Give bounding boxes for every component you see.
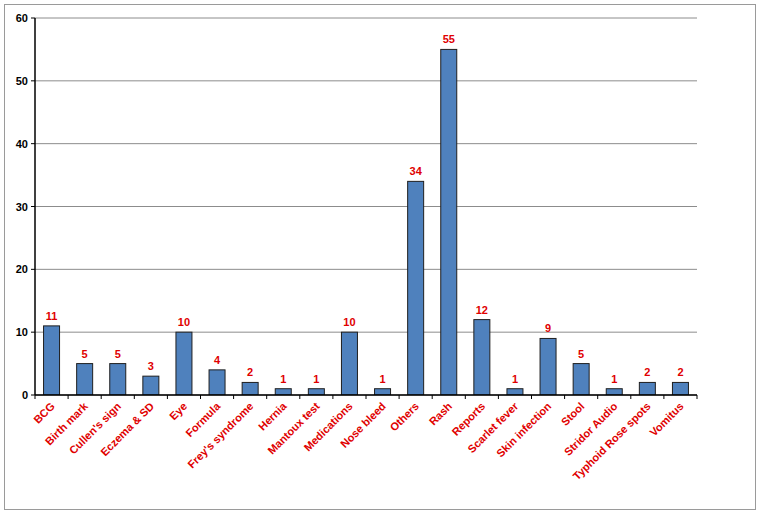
bar: [606, 389, 622, 395]
x-tick-label: Skin infection: [494, 400, 554, 460]
data-label: 1: [280, 373, 286, 385]
data-label: 2: [677, 366, 683, 378]
bar: [44, 326, 60, 395]
data-label: 2: [247, 366, 253, 378]
x-tick: [134, 395, 135, 399]
bar: [176, 332, 192, 395]
x-tick-label: Rash: [427, 400, 455, 428]
x-tick: [101, 395, 102, 399]
data-label: 9: [545, 322, 551, 334]
data-label: 55: [443, 33, 455, 45]
x-tick: [68, 395, 69, 399]
bar: [573, 364, 589, 395]
x-tick: [366, 395, 367, 399]
y-tick-label: 40: [16, 138, 28, 150]
data-label: 10: [178, 316, 190, 328]
chart-root: 010203040506011553104211101345512195122B…: [0, 0, 760, 514]
x-tick-label: Frey's syndrome: [185, 400, 255, 470]
grid-line: [35, 206, 697, 207]
data-label: 5: [578, 348, 584, 360]
grid-line: [35, 332, 697, 333]
bar: [441, 49, 457, 395]
x-tick-label: Stool: [559, 400, 587, 428]
bar: [408, 181, 424, 395]
bar: [507, 389, 523, 395]
data-label: 1: [379, 373, 385, 385]
grid-line: [35, 143, 697, 144]
x-tick-label: Typhoid Rose spots: [571, 400, 653, 482]
x-tick: [663, 395, 664, 399]
y-tick-label: 20: [16, 263, 28, 275]
x-tick: [200, 395, 201, 399]
y-tick-label: 10: [16, 326, 28, 338]
data-label: 1: [313, 373, 319, 385]
x-tick-label: Others: [387, 400, 421, 434]
bar: [110, 364, 126, 395]
y-axis: [34, 18, 36, 395]
y-tick-label: 0: [22, 389, 28, 401]
grid-line: [35, 80, 697, 81]
x-tick: [697, 395, 698, 399]
bar: [341, 332, 357, 395]
x-tick: [35, 395, 36, 399]
x-tick: [597, 395, 598, 399]
y-tick-label: 30: [16, 201, 28, 213]
bar: [540, 338, 556, 395]
grid-line: [35, 18, 697, 19]
x-tick: [465, 395, 466, 399]
bar: [242, 382, 258, 395]
bar: [308, 389, 324, 395]
bars: [44, 49, 689, 395]
bar: [375, 389, 391, 395]
grid-line: [35, 269, 697, 270]
data-label: 5: [115, 348, 121, 360]
x-tick-label: Nose bleed: [338, 400, 388, 450]
chart-frame: [5, 5, 756, 510]
x-tick-label: Eye: [167, 400, 189, 422]
x-tick: [531, 395, 532, 399]
x-tick: [399, 395, 400, 399]
chart-svg: 010203040506011553104211101345512195122B…: [0, 0, 760, 514]
y-tick-label: 60: [16, 12, 28, 24]
data-label: 2: [644, 366, 650, 378]
x-tick: [630, 395, 631, 399]
data-label: 11: [46, 310, 58, 322]
x-tick-label: Vomitus: [647, 400, 686, 439]
x-tick: [299, 395, 300, 399]
bar: [474, 320, 490, 395]
data-label: 34: [410, 165, 423, 177]
bar: [209, 370, 225, 395]
x-tick: [167, 395, 168, 399]
data-label: 5: [82, 348, 88, 360]
data-label: 1: [611, 373, 617, 385]
data-label: 10: [343, 316, 355, 328]
bar: [672, 382, 688, 395]
x-tick: [233, 395, 234, 399]
x-tick: [498, 395, 499, 399]
x-tick-label: Eczema & SD: [98, 400, 156, 458]
bar: [639, 382, 655, 395]
bar: [77, 364, 93, 395]
x-tick: [564, 395, 565, 399]
data-label: 12: [476, 304, 488, 316]
x-tick: [432, 395, 433, 399]
x-tick: [332, 395, 333, 399]
data-label: 4: [214, 354, 221, 366]
x-tick: [266, 395, 267, 399]
bar: [143, 376, 159, 395]
data-label: 3: [148, 360, 154, 372]
data-label: 1: [512, 373, 518, 385]
bar: [275, 389, 291, 395]
x-tick-label: BCG: [31, 400, 57, 426]
y-tick-label: 50: [16, 75, 28, 87]
